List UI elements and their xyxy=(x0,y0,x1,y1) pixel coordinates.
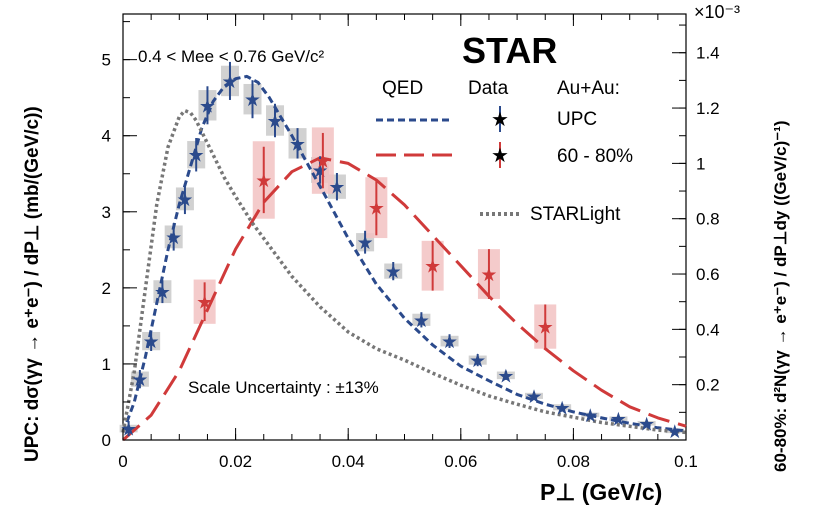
y-tick-label-right: 0.2 xyxy=(696,376,720,395)
data-point-marker: ★ xyxy=(244,89,261,111)
chart-title: STAR xyxy=(462,30,557,71)
data-point-marker: ★ xyxy=(610,409,627,431)
legend-upc-label: UPC xyxy=(557,109,597,130)
y-tick-label-left: 1 xyxy=(102,355,111,374)
data-point-marker: ★ xyxy=(255,170,272,192)
left-y-axis-title: UPC: dσ(γγ → e⁺e⁻) / dP⊥ (mb/(GeV/c)) xyxy=(22,106,43,462)
data-point-marker: ★ xyxy=(385,261,402,283)
data-point-marker: ★ xyxy=(525,386,542,408)
y-tick-label-right: 0.4 xyxy=(696,320,720,339)
x-tick-label: 0.08 xyxy=(557,452,590,471)
data-point-marker: ★ xyxy=(554,397,571,419)
data-point-marker: ★ xyxy=(537,317,554,339)
x-tick-label: 0.04 xyxy=(332,452,365,471)
right-y-axis-title: 60-80%: d²N(γγ → e⁺e⁻) / dP⊥dy ((GeV/c)⁻… xyxy=(771,120,790,472)
y-tick-label-right: 1 xyxy=(696,154,705,173)
data-point-marker: ★ xyxy=(424,256,441,278)
y-tick-label-left: 2 xyxy=(102,279,111,298)
legend-col-data: Data xyxy=(468,78,509,99)
x-tick-label: 0.02 xyxy=(219,452,252,471)
data-point-marker: ★ xyxy=(469,350,486,372)
data-point-marker: ★ xyxy=(441,331,458,353)
curve-long-dash xyxy=(122,156,687,442)
data-point-marker: ★ xyxy=(221,71,238,93)
data-point-marker: ★ xyxy=(314,151,331,173)
legend: QED Data Au+Au: ★ UPC ★ 60 - 80% STARLig… xyxy=(376,78,633,225)
data-point-marker: ★ xyxy=(357,232,374,254)
scale-uncertainty-label: Scale Uncertainty : ±13% xyxy=(188,378,379,397)
y-tick-label-left: 3 xyxy=(102,203,111,222)
data-point-marker: ★ xyxy=(176,189,193,211)
legend-col-system: Au+Au: xyxy=(557,78,620,99)
data-point-marker: ★ xyxy=(328,177,345,199)
y-tick-label-left: 0 xyxy=(102,431,111,450)
data-point-marker: ★ xyxy=(188,145,205,167)
legend-periph-star-icon: ★ xyxy=(491,145,509,167)
data-point-marker: ★ xyxy=(196,292,213,314)
data-point-marker: ★ xyxy=(131,369,148,391)
y-tick-label-left: 5 xyxy=(102,51,111,70)
y-tick-label-right: 0.8 xyxy=(696,210,720,229)
mass-cut-label: 0.4 < Mee < 0.76 GeV/c² xyxy=(138,47,325,66)
data-point-marker: ★ xyxy=(199,95,216,117)
data-point-marker: ★ xyxy=(666,421,683,443)
data-point-marker: ★ xyxy=(143,331,160,353)
legend-starlight-label: STARLight xyxy=(530,204,621,225)
y-tick-label-left: 4 xyxy=(102,127,111,146)
model-curves xyxy=(121,74,687,442)
data-point-marker: ★ xyxy=(154,282,171,304)
x-tick-label: 0.06 xyxy=(444,452,477,471)
data-points: ★★★★★★★★★★★★★★★★★★★★★★ ★ ★ ★ ★★★★★★ ★★ xyxy=(120,61,683,443)
data-point-marker: ★ xyxy=(582,405,599,427)
data-point-marker: ★ xyxy=(638,413,655,435)
data-point-marker: ★ xyxy=(413,310,430,332)
x-axis-title: P⊥ (GeV/c) xyxy=(540,479,662,505)
data-point-marker: ★ xyxy=(165,227,182,249)
data-point-marker: ★ xyxy=(312,160,329,182)
axis-ticks: 0 0.02 0.04 0.06 0.08 0.1 0 1 2 3 4 5 0.2 0.4 0.6 0.8 1 1… xyxy=(102,14,720,471)
y-tick-label-right: 0.6 xyxy=(696,265,720,284)
right-axis-exponent: ×10⁻³ xyxy=(694,2,740,22)
y-tick-label-right: 1.4 xyxy=(696,44,720,63)
legend-periph-label: 60 - 80% xyxy=(557,146,633,167)
data-point-marker: ★ xyxy=(480,264,497,286)
legend-col-model: QED xyxy=(382,78,423,99)
y-tick-label-right: 1.2 xyxy=(696,99,720,118)
data-point-marker: ★ xyxy=(289,133,306,155)
curve-short-dash xyxy=(121,74,687,433)
legend-upc-star-icon: ★ xyxy=(491,109,509,131)
x-tick-label: 0 xyxy=(118,452,127,471)
x-tick-label: 0.1 xyxy=(674,452,698,471)
data-point-marker: ★ xyxy=(497,365,514,387)
data-point-marker: ★ xyxy=(266,111,283,133)
data-point-marker: ★ xyxy=(120,419,137,441)
data-point-marker: ★ xyxy=(368,198,385,220)
